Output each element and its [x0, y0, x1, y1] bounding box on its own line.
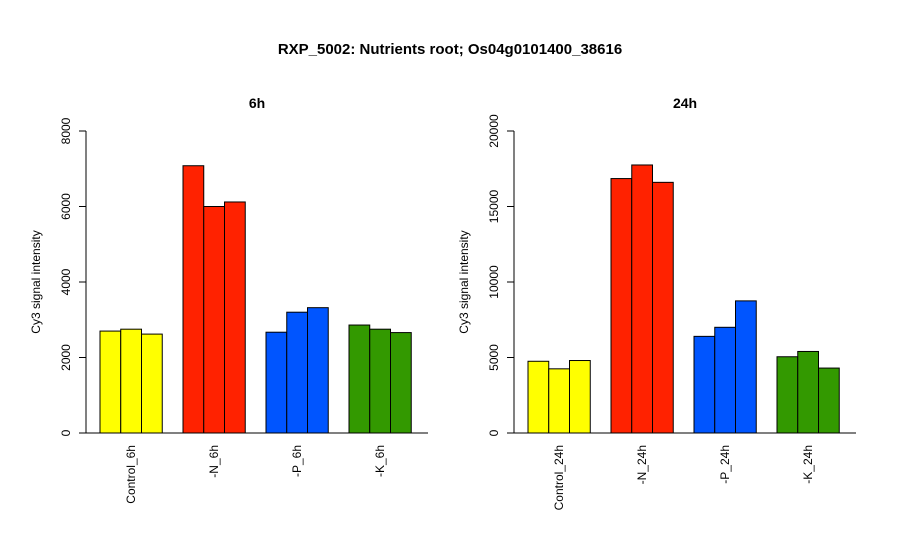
bar	[369, 328, 391, 434]
bar	[224, 201, 246, 434]
bar	[776, 356, 799, 434]
bar	[141, 333, 163, 434]
x-category-label: -P_6h	[290, 445, 304, 477]
bar	[693, 335, 716, 434]
y-tick-label: 10000	[487, 265, 501, 299]
chart-panels: 6h 0 2000 4000 6000 8000 Cy3 signal intensity C…	[29, 95, 856, 510]
y-tick-label: 8000	[59, 117, 73, 144]
bar	[99, 330, 122, 434]
y-tick-label: 4000	[59, 268, 73, 295]
x-category-label: -K_6h	[373, 445, 387, 477]
bar	[797, 350, 819, 434]
y-axis-label: Cy3 signal intensity	[457, 230, 471, 333]
bar	[610, 178, 633, 434]
bar	[631, 164, 653, 434]
bar	[569, 360, 591, 434]
y-tick-label: 0	[487, 429, 501, 436]
bar	[307, 307, 329, 434]
bar	[348, 324, 371, 434]
y-tick-label: 6000	[59, 193, 73, 220]
bar	[652, 181, 674, 434]
bar	[527, 360, 550, 434]
x-category-label: -N_6h	[207, 445, 221, 478]
bar	[286, 311, 308, 434]
bar	[182, 165, 205, 434]
y-tick-label: 0	[59, 429, 73, 436]
bar	[548, 368, 570, 434]
x-category-label: -K_24h	[801, 445, 815, 484]
bar	[390, 332, 412, 434]
bar	[818, 367, 840, 434]
bar	[203, 206, 225, 434]
y-tick-label: 5000	[487, 344, 501, 371]
y-axis-label: Cy3 signal intensity	[29, 230, 43, 333]
y-tick-label: 15000	[487, 189, 501, 223]
x-category-label: Control_24h	[552, 445, 566, 510]
panel-2: 24h 0 5000 10000 15000 20000 Cy3 signal intens…	[457, 95, 856, 510]
panel-title: 24h	[673, 95, 697, 111]
y-tick-label: 2000	[59, 344, 73, 371]
chart-title: RXP_5002: Nutrients root; Os04g0101400_3…	[278, 41, 622, 58]
panel-1: 6h 0 2000 4000 6000 8000 Cy3 signal intensity C…	[29, 95, 428, 504]
bar	[265, 331, 288, 434]
bar	[714, 326, 736, 434]
bar	[120, 328, 142, 434]
x-category-label: -N_24h	[635, 445, 649, 484]
panel-title: 6h	[249, 95, 265, 111]
y-tick-label: 20000	[487, 114, 501, 148]
x-category-label: Control_6h	[124, 445, 138, 504]
bar	[735, 300, 757, 434]
x-category-label: -P_24h	[718, 445, 732, 484]
